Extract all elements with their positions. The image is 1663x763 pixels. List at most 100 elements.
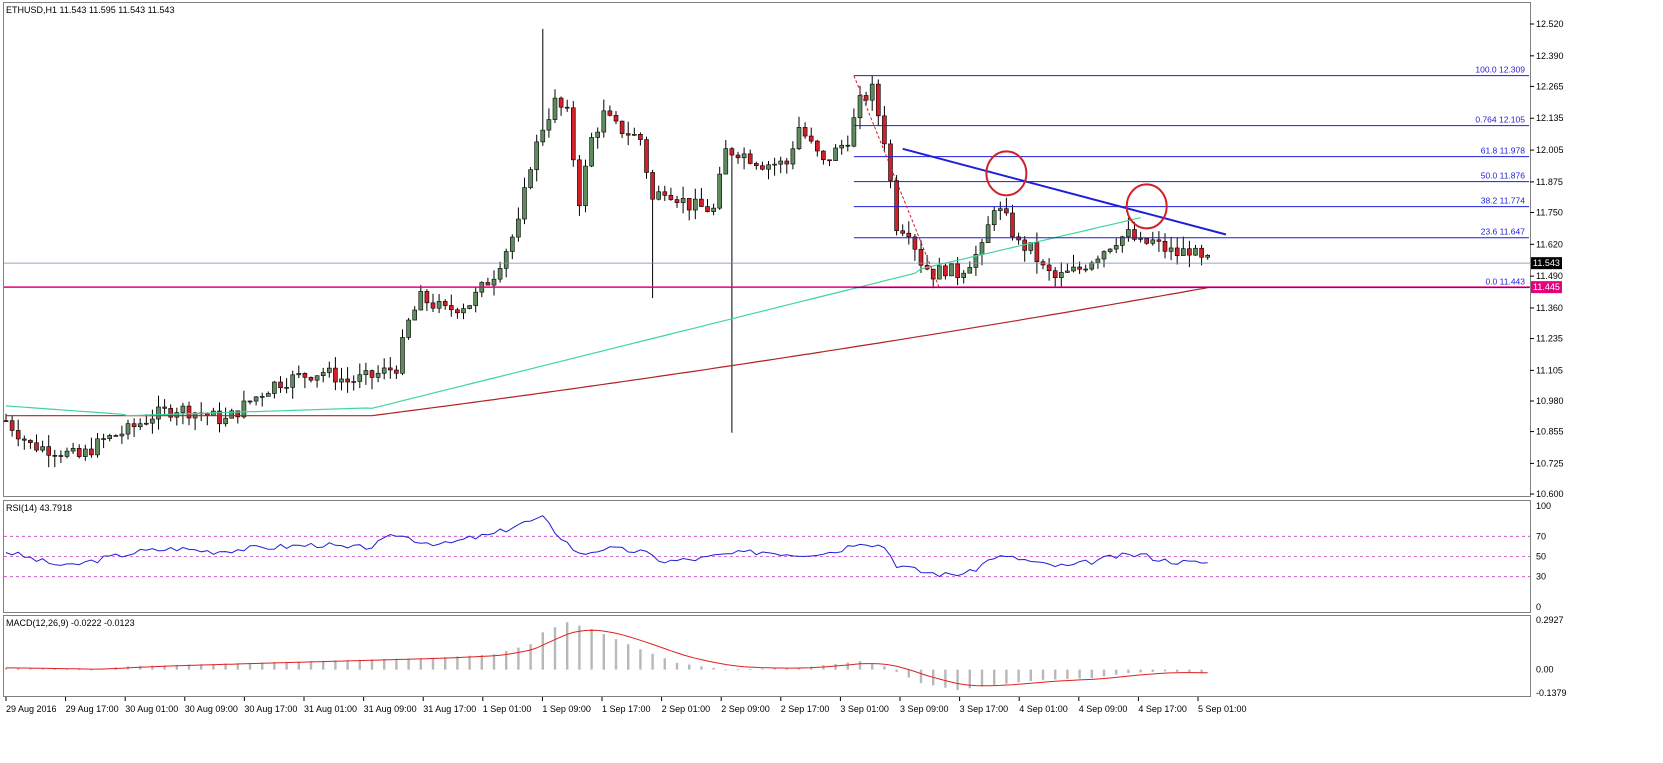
candle-body [1162, 240, 1168, 252]
time-tick-label: 1 Sep 09:00 [542, 704, 591, 714]
macd-histogram-bar [749, 669, 752, 670]
macd-histogram-bar [602, 634, 605, 670]
candle-body [564, 106, 570, 109]
candle-body [583, 165, 588, 207]
macd-histogram-bar [785, 668, 788, 670]
candle-body [253, 396, 259, 402]
time-tick-label: 4 Sep 01:00 [1019, 704, 1068, 714]
macd-histogram-bar [456, 656, 459, 670]
candle-body [625, 133, 631, 136]
candle-body [448, 305, 454, 311]
candle-body [894, 180, 899, 232]
price-tick-label: 11.105 [1536, 365, 1563, 375]
candle-body [119, 433, 125, 437]
price-tick-label: 12.005 [1536, 145, 1564, 155]
candle-body [46, 446, 52, 456]
candle-body [906, 232, 912, 238]
candle-body [540, 129, 546, 143]
candle-body [1168, 247, 1174, 252]
candle-body [107, 435, 112, 439]
candle-body [400, 337, 405, 374]
candle-body [64, 450, 70, 457]
price-tick-label: 11.490 [1536, 271, 1563, 281]
macd-histogram-bar [1176, 669, 1179, 672]
rsi-line [5, 515, 1208, 578]
price-tick-label: 10.855 [1536, 427, 1564, 437]
time-tick-label: 30 Aug 17:00 [244, 704, 297, 714]
candle-body [790, 148, 796, 165]
macd-tick-label: 0.00 [1536, 665, 1554, 675]
macd-histogram-bar [1090, 669, 1093, 679]
candle-body [558, 97, 564, 108]
macd-histogram-bar [797, 667, 801, 670]
candle-body [290, 374, 296, 388]
resistance-circle [1125, 183, 1168, 230]
candle-body [985, 224, 991, 243]
candle-body [223, 417, 228, 425]
macd-histogram-bar [248, 662, 252, 670]
candle-body [1174, 247, 1180, 256]
time-tick-label: 2 Sep 09:00 [721, 704, 770, 714]
candle-body [863, 95, 869, 101]
macd-histogram-bar [1163, 669, 1167, 672]
candle-body [461, 308, 466, 314]
macd-histogram-bar [1054, 669, 1057, 680]
candle-body [656, 191, 662, 200]
macd-histogram-bar [1017, 669, 1020, 683]
macd-histogram-bar [614, 639, 618, 670]
price-tick-label: 12.520 [1536, 19, 1564, 29]
macd-signal-line [6, 629, 1208, 687]
candle-body [272, 381, 277, 394]
price-tick-label: 11.360 [1536, 303, 1563, 313]
candle-body [229, 410, 234, 419]
price-tick-label: 12.390 [1536, 51, 1564, 61]
candle-body [607, 110, 613, 116]
candle-body [491, 278, 497, 286]
candle-body [387, 367, 393, 371]
candle-body [436, 301, 442, 309]
price-panel[interactable] [3, 2, 1531, 497]
candle-body [741, 153, 747, 159]
candle-body [9, 420, 15, 431]
candle-body [144, 422, 149, 425]
candle-body [3, 420, 9, 422]
macd-histogram-bar [200, 664, 203, 670]
price-tick-label: 12.265 [1536, 81, 1564, 91]
price-tick-label: 11.235 [1536, 334, 1563, 344]
macd-histogram-bar [65, 669, 69, 670]
macd-histogram-bar [590, 628, 593, 670]
candle-body [1052, 270, 1058, 278]
candle-body [333, 367, 338, 383]
candle-body [546, 119, 552, 131]
macd-histogram-bar [993, 669, 996, 685]
price-tick-label: 10.725 [1536, 458, 1564, 468]
macd-panel[interactable] [3, 615, 1531, 697]
time-tick-label: 1 Sep 17:00 [602, 704, 651, 714]
candle-body [180, 405, 186, 413]
candle-body [1187, 248, 1192, 256]
time-tick-label: 3 Sep 17:00 [960, 704, 1009, 714]
macd-histogram-bar [541, 632, 544, 670]
candle-body [595, 131, 601, 138]
candle-body [796, 127, 802, 150]
macd-histogram-bar [919, 669, 923, 684]
macd-histogram-bar [334, 660, 337, 670]
candle-body [168, 408, 173, 418]
fib-level-label: 61.8 11.978 [1481, 146, 1526, 156]
candle-body [784, 160, 790, 165]
candle-body [961, 272, 967, 279]
rsi-header: RSI(14) 43.7918 [6, 503, 72, 513]
rsi-tick-label: 50 [1536, 552, 1546, 562]
candle-body [339, 378, 344, 383]
current-price-badge-label: 11.543 [1533, 258, 1560, 268]
candle-body [406, 319, 411, 338]
macd-histogram-bar [29, 668, 32, 670]
macd-histogram-bar [261, 662, 264, 670]
time-tick-label: 31 Aug 09:00 [364, 704, 417, 714]
candle-body [699, 198, 704, 207]
price-tick-label: 11.875 [1536, 177, 1563, 187]
candle-body [1205, 254, 1210, 258]
candle-body [949, 263, 954, 277]
candle-body [162, 406, 167, 409]
